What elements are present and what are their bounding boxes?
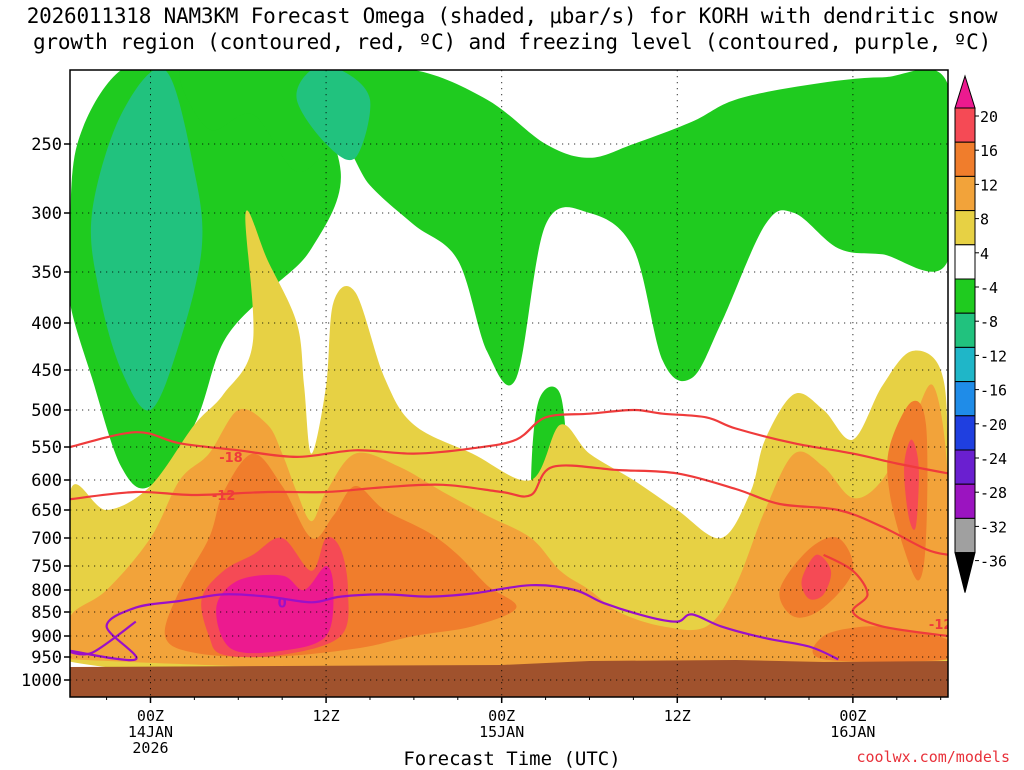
colorbar-label-5: -4 (980, 279, 998, 297)
colorbar-bin-10 (954, 449, 976, 485)
colorbar-label-0: 20 (980, 108, 998, 126)
y-tick-label-950: 950 (31, 648, 62, 668)
colorbar-label-9: -20 (980, 416, 1007, 434)
x-tick-label-24-0: 00Z (488, 707, 515, 725)
isotherm-line-2 (823, 553, 948, 638)
omega-region-descent-west-core (90, 70, 203, 411)
colorbar-bin-5 (954, 278, 976, 314)
y-tick-label-1000: 1000 (21, 671, 62, 691)
x-tick-label-0-2: 2026 (132, 739, 168, 757)
omega-region-ascent-extreme (216, 566, 334, 654)
colorbar-bin-6 (954, 312, 976, 348)
colorbar-under-triangle (954, 552, 976, 593)
isotherm-label-0: -18 (219, 451, 243, 466)
colorbar-bin-8 (954, 381, 976, 417)
isotherm-label-3: 0 (278, 596, 287, 611)
colorbar-label-13: -36 (980, 553, 1007, 571)
chart-title-line2: growth region (contoured, red, ºC) and f… (32, 30, 992, 54)
chart-title-line1: 2026011318 NAM3KM Forecast Omega (shaded… (26, 4, 998, 28)
colorbar-label-12: -32 (980, 518, 1007, 536)
x-tick-label-0-1: 14JAN (128, 723, 173, 741)
y-tick-label-250: 250 (31, 135, 62, 155)
y-tick-label-800: 800 (31, 581, 62, 601)
colorbar-label-10: -24 (980, 450, 1007, 468)
colorbar-bin-1 (954, 141, 976, 177)
colorbar-label-11: -28 (980, 484, 1007, 502)
colorbar-label-1: 16 (980, 142, 998, 160)
x-tick-label-0-0: 00Z (137, 707, 164, 725)
x-tick-label-48-1: 16JAN (830, 723, 875, 741)
isotherm-label-1: -12 (212, 489, 236, 504)
plot-frame (69, 69, 949, 698)
isotherm-line-0 (70, 408, 948, 475)
isotherm-line-1 (70, 464, 948, 556)
isotherm-label-2: -12 (929, 618, 953, 633)
omega-region-ascent-far-east-core (904, 439, 919, 530)
y-tick-label-350: 350 (31, 263, 62, 283)
x-tick-label-48-0: 00Z (839, 707, 866, 725)
isotherm-layer: -18 -12 -12 0 (70, 408, 953, 662)
y-tick-label-550: 550 (31, 438, 62, 458)
y-tick-label-750: 750 (31, 557, 62, 577)
y-tick-label-300: 300 (31, 204, 62, 224)
terrain-mask (70, 660, 948, 697)
y-tick-label-700: 700 (31, 529, 62, 549)
y-tick-label-600: 600 (31, 471, 62, 491)
colorbar-bin-3 (954, 210, 976, 246)
y-tick-label-500: 500 (31, 401, 62, 421)
x-axis-label: Forecast Time (UTC) (403, 748, 621, 770)
colorbar-label-2: 12 (980, 176, 998, 194)
colorbar-label-6: -8 (980, 313, 998, 331)
omega-region-descent-top-center (179, 70, 948, 386)
y-tick-label-650: 650 (31, 501, 62, 521)
omega-region-descent-top-core (296, 70, 371, 161)
y-tick-label-450: 450 (31, 361, 62, 381)
colorbar-bin-4 (954, 244, 976, 280)
grid-layer (70, 70, 948, 697)
isotherm-line-3 (70, 584, 839, 662)
colorbar-bin-12 (954, 517, 976, 554)
colorbar-label-7: -12 (980, 347, 1007, 365)
colorbar: 20 16 12 8 4 -4 -8 -12 -16 -20 -24 -28 -32 -36 (954, 74, 1007, 593)
colorbar-bin-7 (954, 346, 976, 383)
colorbar-bin-2 (954, 175, 976, 212)
colorbar-label-8: -16 (980, 382, 1007, 400)
omega-fill-layer (70, 70, 948, 697)
y-tick-label-400: 400 (31, 314, 62, 334)
colorbar-label-4: 4 (980, 245, 989, 263)
x-tick-label-24-1: 15JAN (479, 723, 524, 741)
colorbar-over-triangle (954, 74, 976, 109)
credit-text: coolwx.com/models (856, 748, 1010, 766)
y-tick-label-900: 900 (31, 627, 62, 647)
x-tick-label-36-0: 12Z (664, 707, 691, 725)
colorbar-label-3: 8 (980, 211, 989, 229)
colorbar-bin-11 (954, 483, 976, 519)
y-tick-label-850: 850 (31, 603, 62, 623)
colorbar-bin-0 (954, 107, 976, 143)
x-tick-label-12-0: 12Z (313, 707, 340, 725)
omega-region-ascent-sfc-east (812, 626, 948, 662)
colorbar-bin-9 (954, 415, 976, 451)
